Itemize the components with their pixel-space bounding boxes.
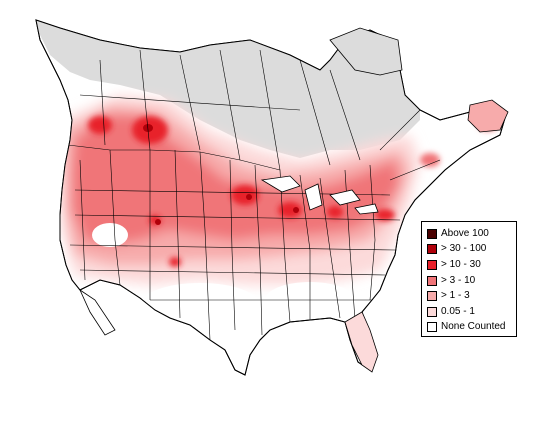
legend-label: Above 100	[441, 227, 489, 239]
legend-item: None Counted	[427, 320, 516, 336]
legend-item: 0.05 - 1	[427, 304, 516, 320]
region-borders	[67, 49, 441, 341]
legend-swatch	[427, 322, 437, 333]
legend-label: > 30 - 100	[441, 243, 487, 255]
legend-label: > 1 - 3	[441, 290, 470, 302]
florida	[344, 311, 379, 373]
legend-item: > 1 - 3	[427, 288, 516, 304]
legend-swatch	[427, 306, 437, 317]
legend-swatch	[427, 228, 437, 239]
legend: Above 100 > 30 - 100 > 10 - 30 > 3 - 10 > 1 …	[421, 221, 517, 337]
legend-label: 0.05 - 1	[441, 305, 475, 317]
legend-swatch	[427, 244, 437, 255]
legend-label: None Counted	[441, 321, 506, 333]
legend-label: > 10 - 30	[441, 258, 481, 270]
baja-mexico	[79, 288, 116, 336]
legend-swatch	[427, 291, 437, 302]
newfoundland	[467, 99, 509, 133]
legend-item: > 10 - 30	[427, 257, 516, 273]
great-lakes	[260, 175, 379, 215]
legend-swatch	[427, 275, 437, 286]
legend-item: > 3 - 10	[427, 273, 516, 289]
legend-item: Above 100	[427, 226, 516, 242]
legend-swatch	[427, 259, 437, 270]
legend-label: > 3 - 10	[441, 274, 476, 286]
labrador-coast	[329, 27, 403, 76]
legend-item: > 30 - 100	[427, 242, 516, 258]
